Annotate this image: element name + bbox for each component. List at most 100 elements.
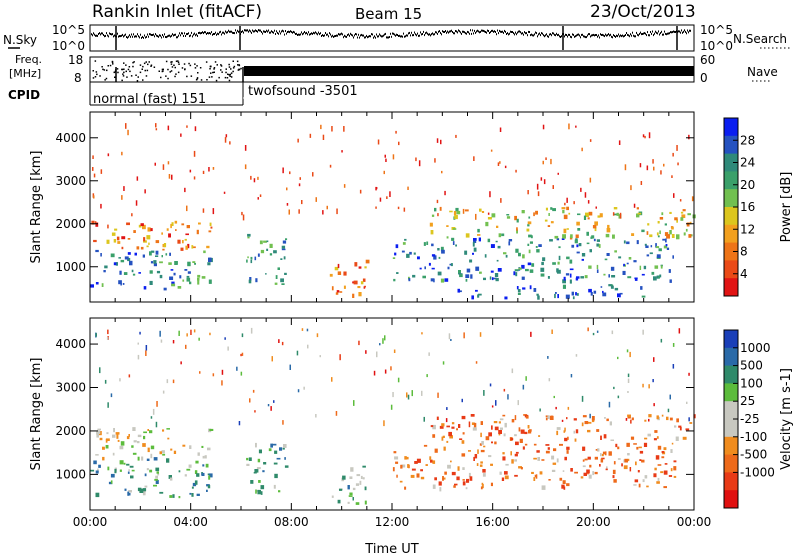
heatmap-cell — [552, 208, 556, 212]
heatmap-cell — [274, 450, 278, 454]
heatmap-cell — [500, 427, 503, 430]
nave-sample — [238, 68, 240, 71]
nave-sample — [165, 60, 168, 63]
nsky-sample — [321, 35, 322, 37]
heatmap-cell — [337, 499, 341, 504]
nave-sample — [211, 76, 213, 78]
heatmap-cell — [212, 373, 215, 377]
heatmap-cell — [599, 464, 601, 467]
power-x-ticks — [89, 112, 695, 302]
heatmap-cell — [281, 341, 284, 346]
nsky-sample — [455, 30, 456, 32]
heatmap-cell — [484, 254, 487, 258]
heatmap-cell — [669, 211, 672, 214]
nave-sample — [126, 76, 128, 78]
heatmap-cell — [362, 278, 366, 282]
heatmap-cell — [641, 459, 645, 463]
heatmap-cell — [289, 364, 291, 370]
heatmap-cell — [480, 421, 483, 425]
nsky-sample — [547, 35, 548, 38]
nsky-sample — [298, 33, 299, 36]
nsky-sample — [319, 33, 320, 36]
nsky-sample — [255, 29, 256, 32]
nsky-sample — [295, 33, 296, 35]
nsky-sample — [617, 35, 618, 38]
heatmap-cell — [242, 214, 245, 221]
heatmap-cell — [654, 430, 658, 433]
heatmap-cell — [430, 230, 434, 235]
heatmap-cell — [641, 295, 646, 298]
nsky-sample — [358, 33, 359, 36]
heatmap-cell — [663, 486, 667, 489]
heatmap-cell — [278, 490, 281, 493]
heatmap-cell — [335, 292, 339, 295]
colorbar-tick-label: 500 — [740, 359, 763, 373]
heatmap-cell — [420, 469, 423, 472]
heatmap-cell — [362, 465, 366, 468]
y-tick-label: 2000 — [55, 217, 86, 231]
nsky-sample — [470, 29, 471, 32]
nsky-sample — [95, 34, 96, 37]
heatmap-cell — [347, 501, 350, 504]
heatmap-cell — [457, 288, 460, 293]
heatmap-cell — [255, 442, 257, 448]
heatmap-cell — [357, 286, 361, 289]
heatmap-cell — [184, 187, 186, 193]
heatmap-cell — [128, 374, 131, 378]
heatmap-cell — [141, 456, 144, 461]
colorbar-tick-label: 1000 — [740, 341, 771, 355]
nsky-sample — [613, 34, 614, 37]
heatmap-cell — [136, 176, 139, 181]
nsky-sample — [517, 31, 518, 34]
nsky-sample — [318, 31, 319, 34]
nsky-sample — [573, 33, 574, 36]
heatmap-cell — [491, 277, 494, 281]
heatmap-cell — [660, 265, 663, 269]
heatmap-cell — [343, 271, 347, 276]
heatmap-cell — [528, 216, 531, 219]
heatmap-cell — [147, 429, 149, 431]
heatmap-cell — [99, 367, 101, 374]
heatmap-cell — [456, 428, 458, 431]
nave-sample — [190, 75, 193, 77]
heatmap-cell — [647, 223, 650, 226]
heatmap-cell — [201, 276, 206, 279]
nsky-sample — [423, 30, 424, 33]
heatmap-cell — [412, 274, 416, 278]
nsky-sample — [607, 34, 608, 37]
nsky-sample — [463, 30, 464, 33]
heatmap-cell — [536, 450, 540, 453]
heatmap-cell — [508, 239, 513, 242]
velocity-y-axis-label: Slant Range [km] — [29, 358, 44, 471]
nave-sample — [162, 68, 164, 71]
heatmap-cell — [254, 256, 257, 261]
heatmap-cell — [402, 242, 406, 245]
nsky-sample — [686, 32, 687, 35]
nsky-sample — [91, 33, 92, 36]
heatmap-cell — [495, 240, 498, 243]
nsky-sample — [429, 33, 430, 36]
nsky-sample — [546, 33, 547, 36]
heatmap-cell — [676, 418, 679, 423]
heatmap-cell — [195, 460, 199, 464]
heatmap-cell — [456, 476, 460, 481]
heatmap-cell — [621, 463, 623, 467]
nsky-sample — [531, 33, 532, 36]
heatmap-cell — [116, 236, 120, 241]
heatmap-cell — [307, 344, 309, 349]
heatmap-cell — [446, 407, 448, 410]
heatmap-cell — [479, 332, 482, 337]
heatmap-cell — [128, 492, 131, 496]
nsky-sample — [282, 29, 283, 32]
heatmap-cell — [641, 229, 645, 233]
heatmap-cell — [161, 255, 163, 258]
y-tick-label: 4000 — [55, 131, 86, 145]
heatmap-cell — [642, 134, 645, 138]
heatmap-cell — [575, 125, 577, 128]
heatmap-cell — [163, 243, 167, 248]
heatmap-cell — [563, 276, 566, 281]
heatmap-cell — [95, 222, 99, 227]
heatmap-cell — [398, 141, 400, 146]
heatmap-cell — [527, 425, 530, 429]
freq-band — [244, 66, 694, 76]
